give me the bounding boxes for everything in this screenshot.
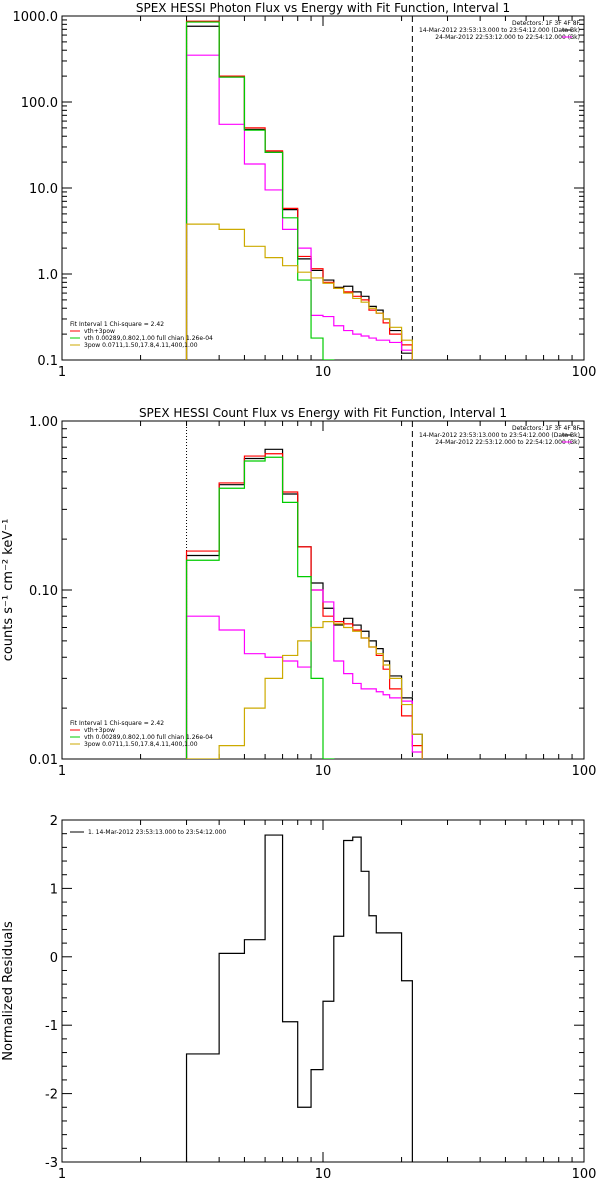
y-tick-label: -1: [45, 1019, 58, 1034]
series-group: [185, 20, 413, 360]
x-tick-label: 1: [58, 365, 66, 380]
series-line: [185, 834, 413, 1162]
y-tick-label: 0.1: [37, 354, 58, 369]
y-tick-label: 0: [50, 951, 58, 966]
x-tick-label: 10: [315, 764, 332, 779]
series-group: [185, 448, 423, 759]
chart-1: SPEX HESSI Photon Flux vs Energy with Fi…: [13, 1, 597, 380]
x-tick-label: 10: [315, 365, 332, 380]
y-tick-label: 1.00: [29, 415, 58, 430]
x-tick-label: 1: [58, 1167, 66, 1182]
plot-frame: [61, 819, 585, 1163]
fit-line: vth 0.00289,0.802,1.00 full chian 1.26e-…: [84, 734, 213, 741]
plot-frame: [61, 15, 585, 361]
series-line: [185, 621, 423, 759]
y-tick-label: 1.0: [37, 268, 58, 283]
y-tick-label: 1: [50, 882, 58, 897]
series-line: [185, 54, 413, 360]
y-tick-label: 0.01: [29, 753, 58, 768]
header-line: 14-Mar-2012 23:53:13.000 to 23:54:12.000…: [419, 432, 580, 439]
series-line: [185, 25, 413, 360]
header-line: 24-Mar-2012 22:53:12.000 to 22:54:12.000…: [435, 439, 580, 446]
fit-line: 3pow 0.0711,1.50,17.8,4.11,400,1.00: [84, 342, 198, 349]
series-line: [185, 453, 423, 759]
y-tick-label: -3: [45, 1156, 58, 1171]
y-tick-label: 10.0: [29, 182, 58, 197]
series-line: [185, 448, 423, 759]
fit-line: 3pow 0.0711,1.50,17.8,4.11,400,1.00: [84, 741, 198, 748]
fit-line: vth+3pow: [84, 328, 115, 335]
x-tick-label: 100: [572, 365, 597, 380]
series-line: [185, 21, 335, 360]
series-line: [185, 589, 423, 759]
chart-title: SPEX HESSI Count Flux vs Energy with Fit…: [139, 406, 507, 420]
series-line: [185, 456, 335, 759]
fit-line: Fit Interval 1 Chi-square = 2.42: [70, 720, 164, 727]
y-tick-label: 1000.0: [13, 10, 59, 25]
y-tick-label: -2: [45, 1088, 58, 1103]
legend-entry: 1. 14-Mar-2012 23:53:13.000 to 23:54:12.…: [88, 829, 226, 836]
y-axis-label: counts s⁻¹ cm⁻² keV⁻¹: [1, 519, 16, 662]
chart-title: SPEX HESSI Photon Flux vs Energy with Fi…: [136, 1, 510, 15]
header-line: Detectors: 1F 3F 4F 8F: [512, 425, 581, 432]
series-group: [185, 834, 413, 1162]
y-tick-label: 0.10: [29, 584, 58, 599]
fit-line: vth+3pow: [84, 727, 115, 734]
x-tick-label: 100: [572, 764, 597, 779]
y-tick-label: 100.0: [21, 96, 58, 111]
y-tick-label: 2: [50, 814, 58, 829]
series-line: [185, 20, 413, 360]
chart-2: SPEX HESSI Count Flux vs Energy with Fit…: [1, 406, 596, 779]
x-tick-label: 10: [315, 1167, 332, 1182]
header-line: 24-Mar-2012 22:53:12.000 to 22:54:12.000…: [435, 34, 580, 41]
x-tick-label: 1: [58, 764, 66, 779]
header-line: Detectors: 1F 3F 4F 8F: [512, 20, 581, 27]
header-line: 14-Mar-2012 23:53:13.000 to 23:54:12.000…: [419, 27, 580, 34]
fit-line: vth 0.00289,0.802,1.00 full chian 1.26e-…: [84, 335, 213, 342]
y-axis-label: Normalized Residuals: [1, 921, 16, 1061]
x-tick-label: 100: [572, 1167, 597, 1182]
series-line: [185, 223, 413, 360]
fit-line: Fit Interval 1 Chi-square = 2.42: [70, 321, 164, 328]
chart-3: 1 10 100 -3 -2 -1 0 1 2 Normalized Residuals 1. 14…: [1, 814, 596, 1182]
